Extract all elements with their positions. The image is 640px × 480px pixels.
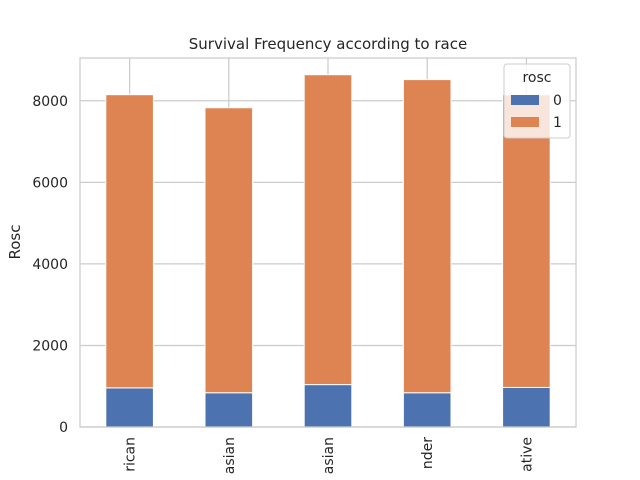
plot-frame bbox=[79, 57, 577, 428]
bar-series-0-5 bbox=[502, 386, 551, 428]
bar-series-1-3 bbox=[303, 74, 353, 386]
x-tick-label: ative bbox=[519, 437, 535, 472]
y-axis-ticks: 0 2000 4000 6000 8000 bbox=[32, 94, 68, 436]
x-tick-label: nder bbox=[420, 437, 436, 469]
legend-label-1: 1 bbox=[553, 115, 562, 131]
bar-series-0-3 bbox=[303, 384, 353, 428]
chart-title: Survival Frequency according to race bbox=[189, 35, 467, 53]
y-tick-label: 2000 bbox=[32, 338, 68, 354]
legend-swatch-0 bbox=[511, 95, 539, 105]
x-tick-label: asian bbox=[222, 437, 238, 474]
y-tick-label: 8000 bbox=[32, 94, 68, 110]
legend-title: rosc bbox=[522, 70, 551, 86]
x-tick-label: rican bbox=[123, 437, 139, 472]
y-tick-label: 4000 bbox=[32, 257, 68, 273]
legend-swatch-1 bbox=[511, 117, 539, 127]
x-tick-label: asian bbox=[321, 437, 337, 474]
bar-series-0-2 bbox=[204, 392, 254, 428]
bar-series-1-2 bbox=[204, 107, 254, 394]
legend-label-0: 0 bbox=[553, 93, 562, 109]
bar-series-0-1 bbox=[105, 387, 154, 428]
bars bbox=[105, 74, 551, 428]
legend: rosc 0 1 bbox=[503, 63, 571, 139]
bar-series-1-1 bbox=[105, 94, 154, 389]
bar-series-0-4 bbox=[402, 392, 452, 428]
y-tick-label: 6000 bbox=[32, 175, 68, 191]
bar-series-1-4 bbox=[402, 79, 452, 394]
y-axis-label: Rosc bbox=[6, 225, 24, 260]
y-tick-label: 0 bbox=[59, 420, 68, 436]
x-axis-ticks: rican asian asian nder ative bbox=[123, 437, 536, 474]
bar-series-1-5 bbox=[502, 94, 551, 388]
